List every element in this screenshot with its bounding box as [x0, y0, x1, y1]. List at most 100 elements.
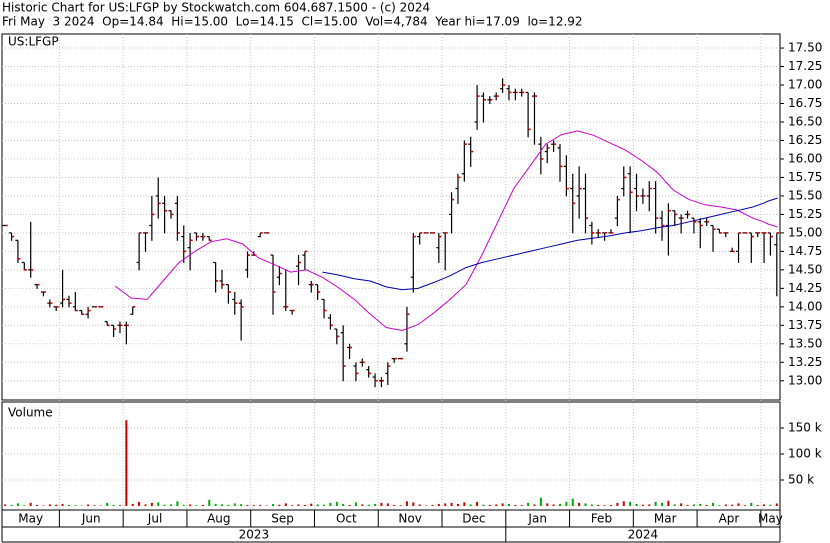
volume-bar — [546, 503, 549, 506]
volume-bar — [10, 504, 13, 506]
y-tick-label: 15.50 — [788, 188, 822, 202]
volume-bar — [201, 504, 204, 506]
volume-bar — [138, 501, 141, 506]
volume-bar — [731, 504, 734, 506]
x-tick-label: Mar — [654, 512, 677, 526]
volume-bar — [354, 502, 357, 506]
y-tick-label: 13.75 — [788, 318, 822, 332]
volume-bar — [756, 504, 759, 506]
x-tick-label: Oct — [336, 512, 357, 526]
y-tick-label: 17.00 — [788, 78, 822, 92]
volume-bar — [189, 504, 192, 506]
volume-bar — [291, 505, 294, 506]
volume-bar — [131, 503, 134, 506]
volume-bar — [584, 503, 587, 506]
header-line: Historic Chart for US:LFGP by Stockwatch… — [2, 1, 430, 15]
year-label: 2024 — [628, 528, 659, 542]
volume-bar — [386, 503, 389, 506]
volume-bar — [80, 505, 83, 506]
volume-bar — [74, 505, 77, 506]
volume-bar — [629, 501, 632, 506]
y-tick-label: 14.50 — [788, 262, 822, 276]
y-tick-label: 14.75 — [788, 244, 822, 258]
volume-bar — [272, 503, 275, 506]
volume-bar — [603, 505, 606, 506]
volume-bar — [278, 504, 281, 506]
volume-bar — [692, 504, 695, 506]
volume-bar — [36, 504, 39, 506]
x-tick-label: Apr — [719, 512, 740, 526]
volume-bar — [412, 502, 415, 506]
y-tick-label: 13.00 — [788, 373, 822, 387]
volume-bar — [393, 504, 396, 506]
volume-bar — [125, 420, 128, 506]
volume-bar — [667, 500, 670, 506]
volume-bar — [507, 503, 510, 506]
volume-bar — [648, 504, 651, 506]
volume-bar — [597, 504, 600, 506]
price-panel — [1, 33, 781, 401]
volume-bar — [4, 504, 7, 506]
volume-bar — [208, 499, 211, 506]
volume-bar — [310, 503, 313, 506]
volume-bar — [99, 505, 102, 506]
volume-bar — [163, 504, 166, 506]
y-tick-label: 15.75 — [788, 170, 822, 184]
moving-average-long — [322, 197, 778, 291]
volume-bar — [520, 505, 523, 506]
x-tick-label: Aug — [207, 512, 230, 526]
x-tick-label: Nov — [398, 512, 421, 526]
volume-bar — [252, 505, 255, 506]
volume-bar — [399, 505, 402, 506]
y-tick-label: 16.00 — [788, 151, 822, 165]
y-tick-label: 16.25 — [788, 133, 822, 147]
volume-bar — [214, 503, 217, 506]
volume-bar — [297, 504, 300, 506]
volume-bar — [329, 502, 332, 506]
volume-bar — [303, 504, 306, 506]
volume-bar — [501, 503, 504, 506]
volume-bar — [87, 504, 90, 506]
volume-bar — [150, 502, 153, 506]
volume-bar — [533, 504, 536, 506]
volume-bar — [335, 501, 338, 506]
volume-bar — [654, 501, 657, 506]
volume-bar — [743, 505, 746, 506]
volume-panel — [1, 401, 781, 511]
volume-bar — [469, 504, 472, 506]
volume-bar — [705, 504, 708, 506]
y-tick-label: 13.50 — [788, 336, 822, 350]
volume-bar — [157, 502, 160, 506]
y-tick-label: 16.50 — [788, 114, 822, 128]
volume-bar — [316, 504, 319, 506]
volume-bar — [61, 503, 64, 506]
volume-bar — [405, 501, 408, 506]
volume-bar — [769, 504, 772, 506]
volume-bar — [259, 504, 262, 506]
volume-bar — [661, 502, 664, 506]
volume-bar — [118, 505, 121, 506]
volume-bar — [763, 504, 766, 506]
volume-bar — [182, 504, 185, 506]
volume-bar — [233, 503, 236, 506]
volume-bar — [456, 503, 459, 506]
volume-bar — [565, 501, 568, 506]
volume-bar — [699, 503, 702, 506]
volume-bar — [374, 503, 377, 506]
volume-bar — [23, 505, 26, 506]
volume-bar — [482, 504, 485, 506]
volume-bar — [48, 504, 51, 506]
volume-bar — [680, 503, 683, 506]
y-tick-label: 17.25 — [788, 59, 822, 73]
volume-bar — [42, 505, 45, 506]
volume-bar — [144, 504, 147, 506]
volume-bar — [641, 504, 644, 506]
volume-bar — [495, 504, 498, 506]
volume-bar — [418, 504, 421, 506]
volume-bar — [539, 497, 542, 506]
volume-bar — [712, 502, 715, 506]
y-tick-label: 17.50 — [788, 41, 822, 55]
